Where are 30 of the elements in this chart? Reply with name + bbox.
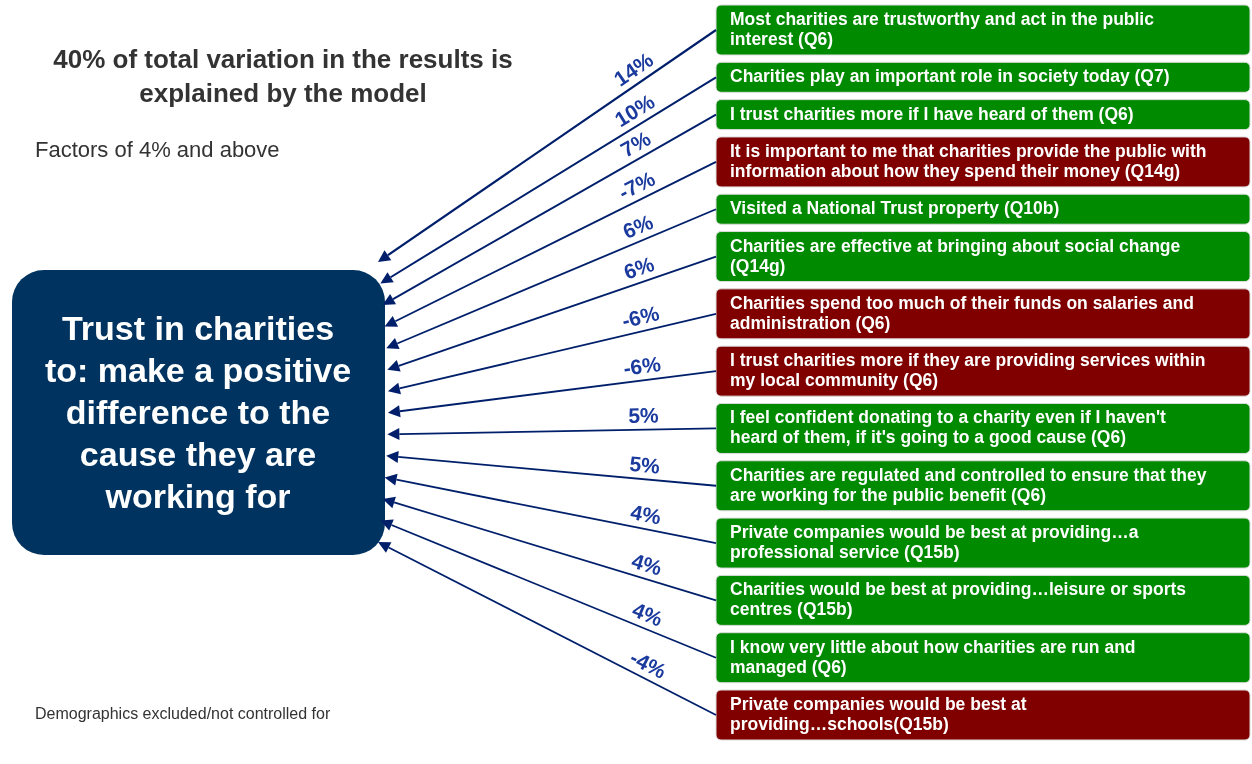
category-label: I feel confident donating to a charity even if I haven't heard of them, if it's going to a good cause (Q6) (730, 407, 1167, 448)
category-label: Charities are regulated and controlled to ensure that they are working for the public benefit (Q6) (730, 464, 1207, 505)
category-label: Charities spend too much of their funds on salaries and administration (Q6) (730, 292, 1194, 333)
text: Factors of 4% and above (35, 137, 280, 162)
data-label: -4% (626, 645, 671, 683)
data-label: -6% (619, 301, 662, 333)
category-label: I trust charities more if I have heard of them (Q6) (730, 103, 1134, 124)
data-label: 14% (609, 47, 658, 91)
text: 40% of total variation in the results is explained by the model (53, 44, 513, 108)
category-label: Charities would be best at providing…leisure or sports centres (Q15b) (730, 579, 1187, 620)
category-label: I trust charities more if they are providing services within my local community (Q6) (730, 350, 1206, 391)
data-label: 5% (628, 403, 660, 428)
data-label: 6% (620, 251, 658, 284)
category-label: Private companies would be best at providing…a professional service (Q15b) (730, 522, 1139, 563)
data-label: 4% (629, 597, 667, 631)
data-label: 4% (629, 548, 666, 580)
category-label: Most charities are trustworthy and act in the public interest (Q6) (730, 9, 1155, 49)
data-label: 4% (628, 500, 664, 529)
category-label: It is important to me that charities provide the public with information about how they spend their money (Q14g) (730, 140, 1207, 181)
category-label: Charities are effective at bringing about social change (Q14g) (730, 235, 1181, 276)
data-label: 6% (619, 209, 657, 243)
text: Trust in charities to: make a positive difference to the cause they are working for (44, 309, 352, 515)
category-label: Private companies would be best at providing…schools(Q15b) (730, 694, 1027, 734)
data-label: 5% (628, 451, 662, 478)
data-label: -6% (622, 352, 663, 380)
category-label: Visited a National Trust property (Q10b) (730, 198, 1060, 219)
category-label: I know very little about how charities are run and managed (Q6) (730, 636, 1136, 677)
text: Demographics excluded/not controlled for (35, 705, 331, 722)
data-label: -7% (614, 166, 659, 204)
category-label: Charities play an important role in society today (Q7) (730, 66, 1170, 87)
